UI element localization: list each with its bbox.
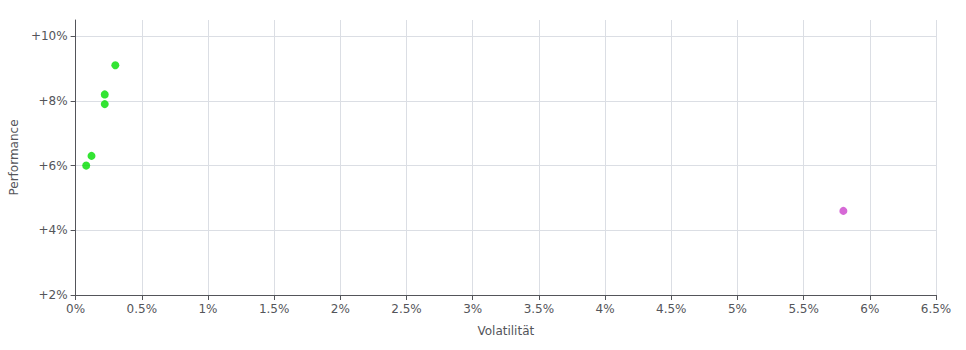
svg-text:5%: 5% [728, 302, 747, 316]
svg-text:2%: 2% [331, 302, 350, 316]
svg-text:0%: 0% [66, 302, 85, 316]
svg-text:+4%: +4% [39, 223, 68, 237]
svg-text:Performance: Performance [7, 119, 21, 195]
svg-text:1%: 1% [198, 302, 217, 316]
svg-text:6.5%: 6.5% [921, 302, 952, 316]
svg-text:Volatilität: Volatilität [477, 324, 534, 338]
svg-text:0.5%: 0.5% [127, 302, 158, 316]
svg-text:+8%: +8% [39, 94, 68, 108]
svg-text:3%: 3% [463, 302, 482, 316]
svg-text:6%: 6% [860, 302, 879, 316]
svg-text:+6%: +6% [39, 159, 68, 173]
svg-text:+10%: +10% [31, 29, 68, 43]
svg-text:4.5%: 4.5% [656, 302, 687, 316]
svg-text:2.5%: 2.5% [391, 302, 422, 316]
svg-text:5.5%: 5.5% [788, 302, 819, 316]
svg-text:3.5%: 3.5% [524, 302, 555, 316]
svg-text:4%: 4% [596, 302, 615, 316]
svg-text:+2%: +2% [39, 288, 68, 302]
svg-text:1.5%: 1.5% [259, 302, 290, 316]
